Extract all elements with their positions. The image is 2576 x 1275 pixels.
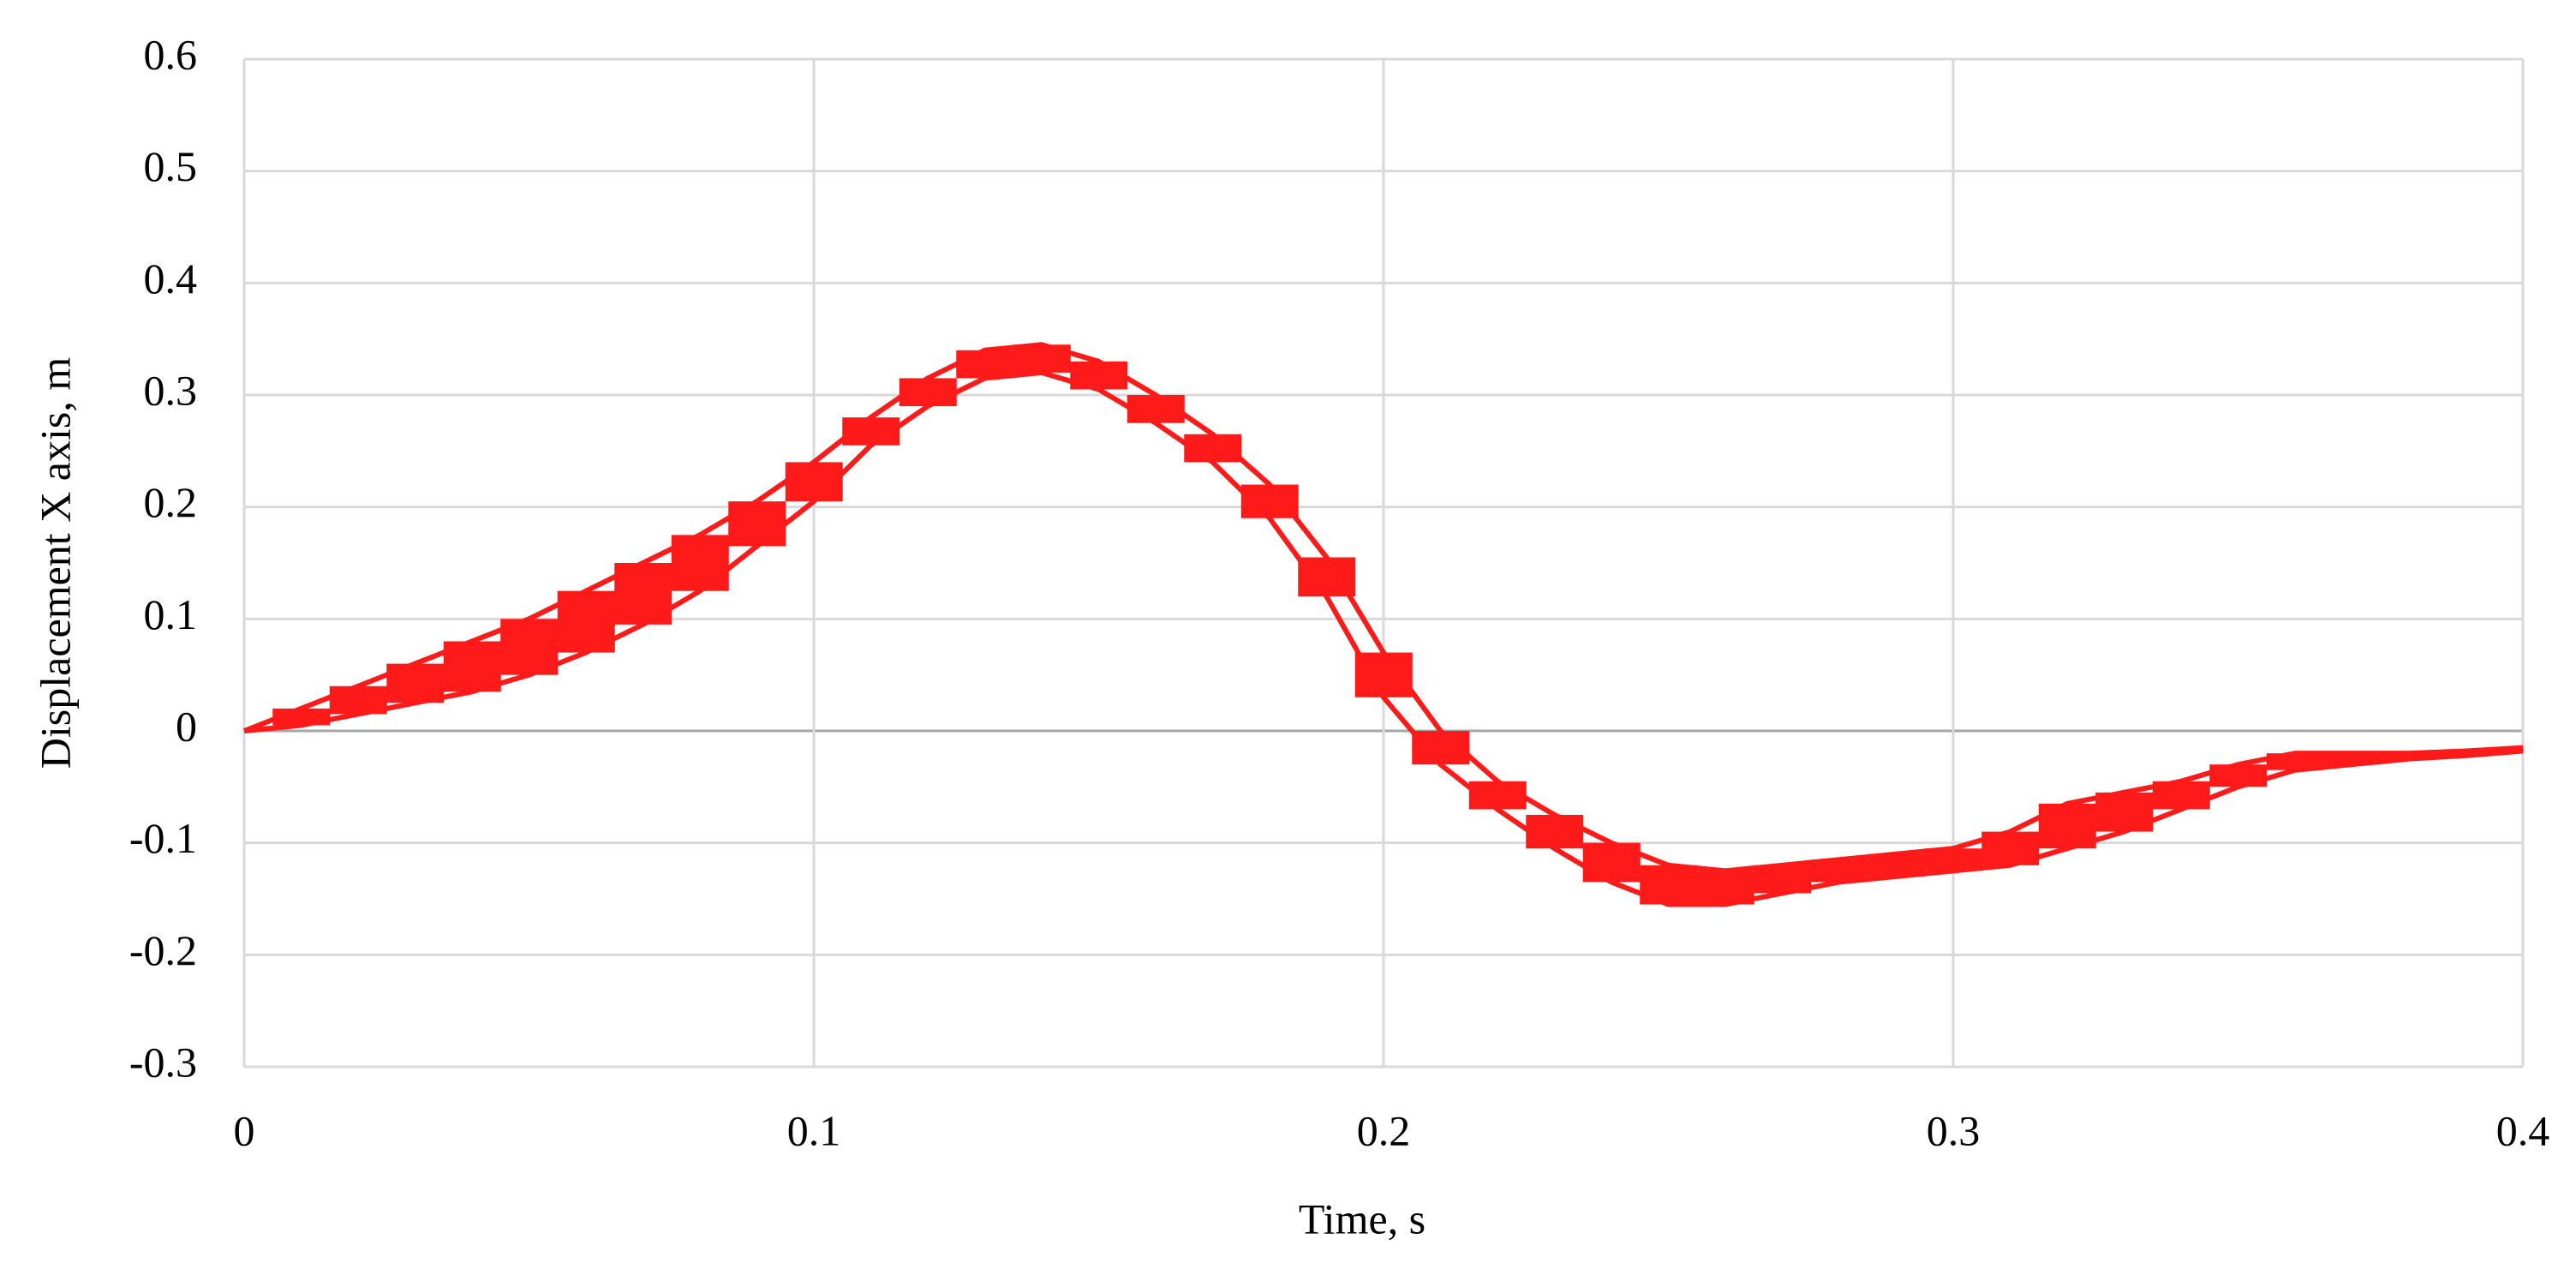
band-segment xyxy=(2380,753,2438,759)
y-tick-label: -0.2 xyxy=(129,926,197,974)
y-tick-label: 0.3 xyxy=(144,366,198,414)
x-tick-label: 0.4 xyxy=(2496,1106,2550,1154)
y-tick-label: 0.5 xyxy=(144,142,198,190)
y-tick-label: 0 xyxy=(176,702,197,750)
band-segment xyxy=(728,501,786,547)
x-tick-label: 0 xyxy=(234,1106,255,1154)
y-tick-label: 0.2 xyxy=(144,478,198,526)
y-tick-label: -0.3 xyxy=(129,1038,197,1086)
band-edge xyxy=(243,369,2524,907)
x-tick-label: 0.1 xyxy=(787,1106,841,1154)
band-segment xyxy=(1526,815,1584,849)
y-tick-label: 0.1 xyxy=(144,590,198,638)
band-edge xyxy=(242,342,2524,874)
band-segment xyxy=(956,350,1014,379)
y-tick-label: -0.1 xyxy=(129,814,197,862)
x-tick-label: 0.2 xyxy=(1357,1106,1411,1154)
y-axis-label: Displacement X axis, m xyxy=(31,357,79,769)
x-axis-label: Time, s xyxy=(1299,1194,1425,1242)
y-tick-label: 0.6 xyxy=(144,30,198,78)
y-tick-label: 0.4 xyxy=(144,254,198,302)
x-tick-label: 0.3 xyxy=(1927,1106,1981,1154)
